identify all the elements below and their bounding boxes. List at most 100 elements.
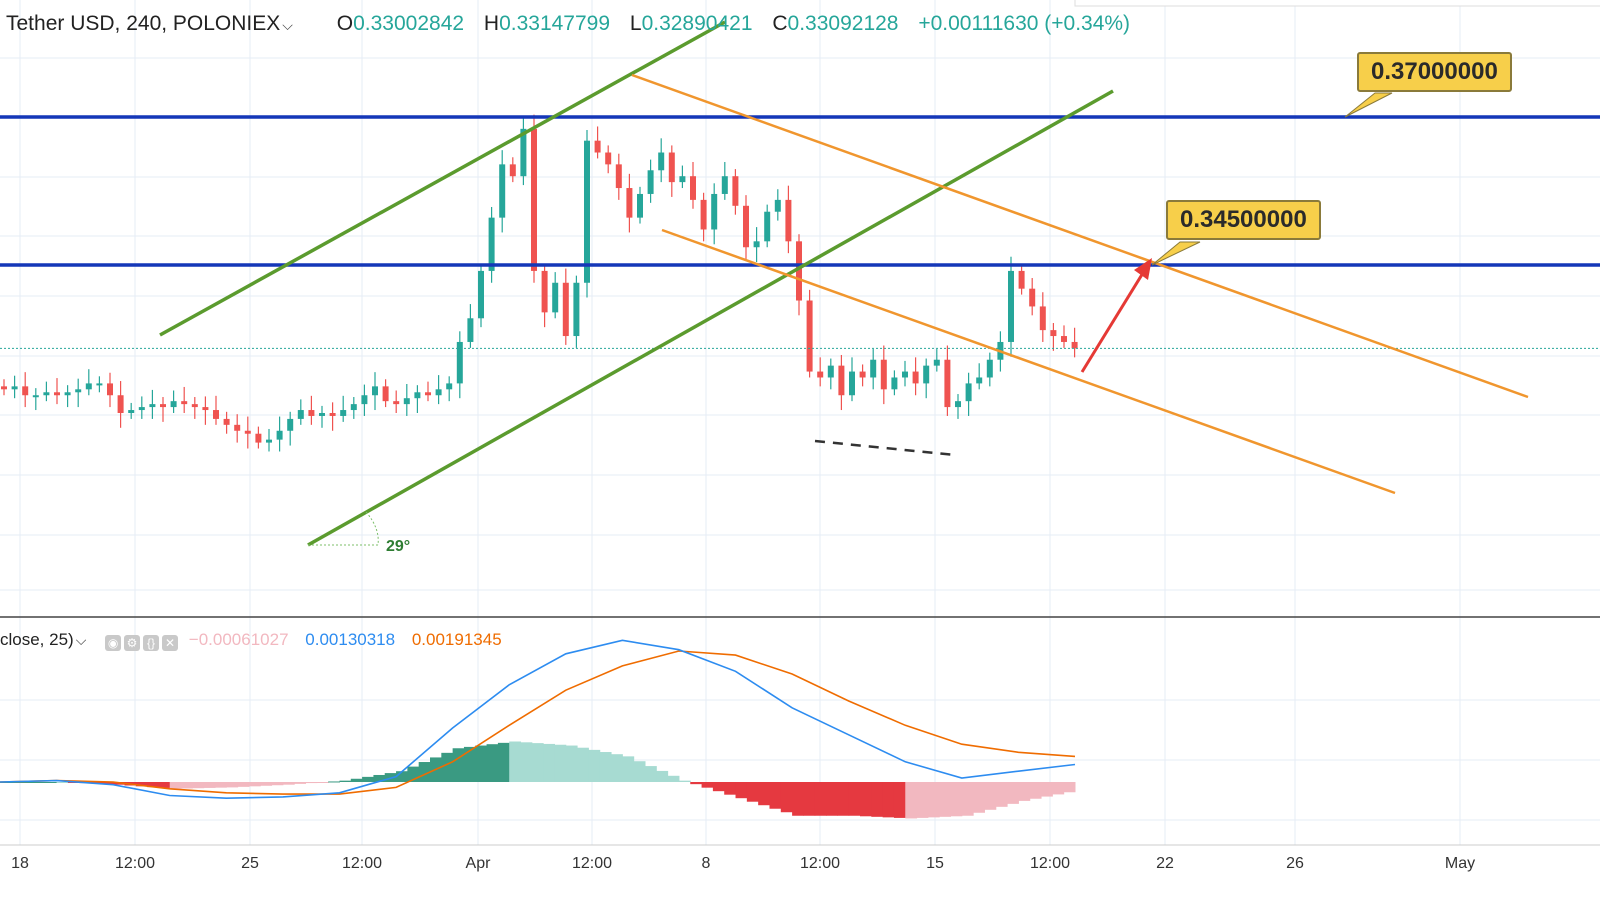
candle-body: [658, 152, 665, 171]
histogram-bar: [486, 744, 499, 782]
code-icon[interactable]: {}: [143, 635, 160, 651]
histogram-bar: [814, 782, 827, 816]
overlay-panel-edge: [1074, 0, 1600, 7]
candle-body: [647, 170, 654, 194]
x-axis-tick-label: May: [1444, 855, 1476, 872]
candle-body: [266, 439, 272, 443]
candle-body: [849, 371, 855, 396]
candle-body: [531, 128, 537, 271]
histogram-bar: [678, 780, 691, 782]
histogram-bar: [588, 749, 601, 782]
candle-body: [43, 392, 50, 396]
histogram-bar: [33, 782, 46, 783]
candle-body: [859, 371, 866, 378]
histogram-bar: [497, 742, 510, 782]
settings-icon[interactable]: ⚙: [124, 635, 141, 651]
indicator-label[interactable]: close, 25): [0, 630, 74, 649]
x-axis-tick-label: 15: [926, 855, 944, 872]
histogram-bar: [565, 745, 578, 782]
histogram-bar: [882, 782, 895, 818]
candle-body: [785, 199, 792, 242]
histogram-bar: [260, 782, 273, 786]
candle-body: [891, 377, 898, 390]
candle-body: [478, 270, 484, 319]
histogram-bar: [1018, 782, 1031, 801]
histogram-bar: [961, 782, 974, 816]
histogram-bar: [147, 782, 159, 788]
candle-body: [361, 395, 368, 405]
histogram-bar: [622, 756, 635, 782]
candle-body: [96, 383, 103, 386]
symbol-label[interactable]: Tether USD, 240, POLONIEX: [6, 12, 281, 35]
histogram-bar: [611, 754, 623, 782]
histogram-bar: [192, 782, 205, 789]
x-axis-tick-label: 25: [241, 855, 259, 872]
candle-body: [467, 318, 474, 342]
candle-body: [806, 300, 813, 372]
candle-body: [1050, 330, 1057, 337]
candle-body: [255, 433, 262, 443]
candle-body: [287, 418, 294, 431]
chevron-down-icon[interactable]: ⌵: [282, 17, 293, 33]
candle-body: [181, 401, 188, 405]
candle-body: [213, 410, 219, 419]
candle-body: [753, 241, 760, 248]
price-label-mid[interactable]: 0.34500000: [1166, 200, 1321, 240]
candle-body: [637, 193, 643, 218]
histogram-bar: [656, 770, 669, 782]
candle-body: [1039, 306, 1046, 331]
low-value: 0.32890421: [641, 12, 753, 35]
histogram-bar: [305, 782, 318, 784]
candle-body: [976, 377, 983, 384]
candle-body: [594, 140, 601, 153]
histogram-bar: [509, 741, 522, 782]
channel-line-lower: [661, 228, 1396, 495]
candle-body: [774, 199, 781, 212]
histogram-bar: [927, 782, 940, 818]
histogram-bar: [215, 782, 227, 788]
histogram-bar: [441, 752, 454, 782]
histogram-bar: [724, 782, 737, 795]
price-label-high[interactable]: 0.37000000: [1357, 52, 1512, 92]
histogram-bar: [350, 778, 363, 782]
histogram-bar: [1063, 782, 1076, 793]
candle-body: [149, 404, 156, 408]
histogram-bar: [158, 782, 171, 788]
histogram-bar: [950, 782, 963, 817]
candle-body: [520, 128, 527, 177]
close-icon[interactable]: ✕: [162, 635, 179, 651]
histogram-bar: [916, 782, 929, 818]
candle-body: [446, 383, 453, 390]
candle-body: [615, 164, 622, 189]
histogram-bar: [645, 766, 657, 782]
candle-body: [721, 176, 728, 194]
candle-body: [276, 430, 283, 440]
candle-body: [584, 140, 590, 283]
open-value: 0.33002842: [353, 12, 465, 35]
arrow-head: [1134, 258, 1152, 280]
x-axis-tick-label: 12:00: [571, 855, 613, 872]
histogram-bar: [203, 782, 216, 788]
macd-line: [0, 639, 1076, 800]
candle-body: [319, 413, 325, 416]
candle-body: [965, 383, 972, 402]
eye-icon[interactable]: ◉: [105, 635, 122, 651]
candle-body: [902, 371, 908, 378]
histogram-bar: [543, 743, 555, 782]
candle-body: [1, 386, 7, 390]
histogram-bar: [362, 776, 374, 782]
candle-body: [393, 401, 400, 405]
candle-body: [350, 404, 357, 411]
candle-body: [54, 392, 60, 396]
histogram-bar: [328, 781, 340, 783]
candle-body: [955, 401, 961, 408]
histogram-bar: [690, 782, 703, 785]
candle-body: [297, 410, 304, 419]
candle-body: [1061, 336, 1067, 342]
histogram-bar: [237, 782, 250, 787]
histogram-bar: [984, 782, 997, 810]
candle-body: [202, 407, 209, 411]
chevron-down-icon[interactable]: ⌵: [75, 632, 87, 648]
histogram-bar: [531, 743, 544, 782]
